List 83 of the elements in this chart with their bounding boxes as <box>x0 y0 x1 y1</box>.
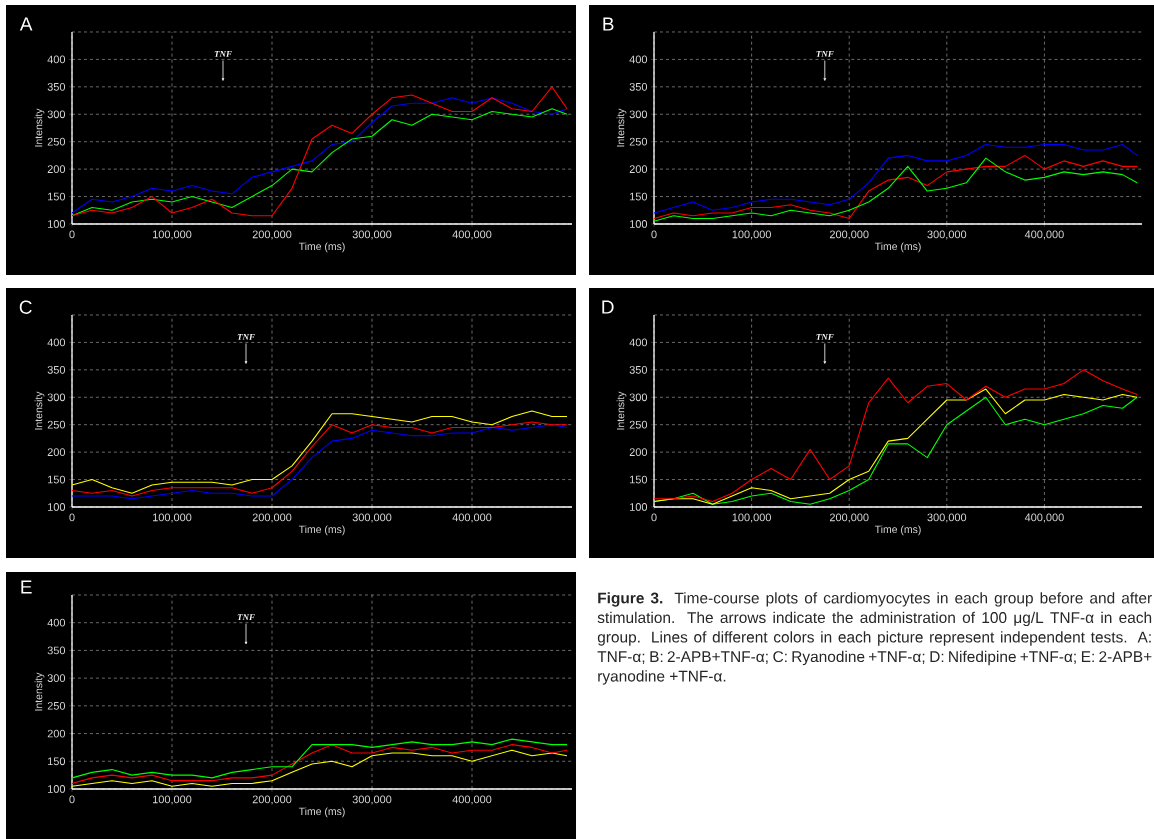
x-tick-label: 200,000 <box>252 513 292 523</box>
y-tick-label: 100 <box>630 503 648 511</box>
y-tick-label: 100 <box>48 503 66 511</box>
y-tick-label: 250 <box>47 137 66 146</box>
x-tick-label: 100,000 <box>153 230 192 240</box>
y-tick-label: 250 <box>629 420 648 429</box>
line-series <box>653 369 1138 503</box>
x-axis-title: Time (ms) <box>298 242 345 253</box>
y-tick-label: 150 <box>630 475 648 484</box>
x-tick-label: 0 <box>69 230 75 239</box>
annotation: TNF <box>214 50 232 57</box>
chart-title: C <box>19 300 32 314</box>
x-tick-label: 300,000 <box>927 230 967 240</box>
x-tick-label: 0 <box>651 513 657 522</box>
chart-title: D <box>602 300 614 314</box>
x-tick-label: 0 <box>69 513 75 522</box>
x-tick-label: 100,000 <box>153 795 192 805</box>
x-tick-label: 200,000 <box>252 795 292 805</box>
annotation: TNF <box>237 333 255 340</box>
x-tick-label: 0 <box>651 230 657 239</box>
x-tick-label: 300,000 <box>927 513 967 523</box>
y-tick-label: 400 <box>47 338 66 347</box>
y-tick-label: 200 <box>629 165 648 174</box>
annotation: TNF <box>816 50 834 57</box>
y-tick-label: 100 <box>630 220 648 228</box>
x-tick-label: 200,000 <box>252 230 292 240</box>
y-tick-label: 350 <box>47 365 66 374</box>
y-tick-label: 250 <box>47 701 66 710</box>
y-tick-label: 150 <box>48 192 66 201</box>
y-tick-label: 200 <box>47 165 66 174</box>
y-tick-label: 350 <box>629 365 648 374</box>
y-axis-title: Intensity <box>616 391 627 430</box>
y-tick-label: 300 <box>47 110 66 119</box>
x-tick-label: 200,000 <box>829 513 869 523</box>
y-tick-label: 350 <box>47 646 66 655</box>
text: Figure 3. Time-course plots of cardiomyocytes in each group before and after stimulation. The arrows indicate the administration of 100 μg/L TNF-α in each group. Lines of different colors in each picture represent independent tests. A: TNF-α; B: 2-APB+TNF-α; C: Ryanodine +TNF-α; D: Nifedipine +TNF-α; E: 2-APB+ ryanodine +TNF-α. <box>597 592 1152 685</box>
y-tick-label: 300 <box>47 393 66 402</box>
x-axis-title: Time (ms) <box>874 242 921 253</box>
y-tick-label: 200 <box>47 729 66 738</box>
x-tick-label: 200,000 <box>829 230 869 240</box>
annotation: TNF <box>816 333 834 340</box>
x-tick-label: 300,000 <box>352 795 392 805</box>
y-tick-label: 300 <box>47 674 66 683</box>
x-tick-label: 400,000 <box>452 230 492 240</box>
annotation: TNF <box>237 614 255 621</box>
x-tick-label: 400,000 <box>1024 230 1064 240</box>
x-tick-label: 400,000 <box>452 513 492 523</box>
line-series <box>653 143 1138 214</box>
chart-title: E <box>21 580 32 594</box>
y-tick-label: 150 <box>630 192 648 201</box>
x-tick-label: 100,000 <box>732 513 771 523</box>
x-tick-label: 400,000 <box>1024 513 1064 523</box>
y-tick-label: 150 <box>48 757 66 766</box>
y-axis-title: Intensity <box>34 391 45 430</box>
y-tick-label: 400 <box>629 338 648 347</box>
y-tick-label: 400 <box>629 55 648 64</box>
x-tick-label: 0 <box>69 795 75 804</box>
y-tick-label: 400 <box>47 618 66 627</box>
x-axis-title: Time (ms) <box>298 807 345 818</box>
y-tick-label: 200 <box>629 448 648 457</box>
y-tick-label: 100 <box>48 220 66 228</box>
x-tick-label: 100,000 <box>153 513 192 523</box>
y-tick-label: 400 <box>47 55 66 64</box>
x-tick-label: 300,000 <box>352 513 392 523</box>
y-tick-label: 200 <box>47 448 66 457</box>
y-axis-title: Intensity <box>34 672 45 711</box>
y-axis-title: Intensity <box>34 108 45 147</box>
y-tick-label: 100 <box>48 785 66 793</box>
y-tick-label: 250 <box>47 420 66 429</box>
chart-title: B <box>603 17 614 31</box>
y-tick-label: 350 <box>47 82 66 91</box>
y-tick-label: 350 <box>629 82 648 91</box>
x-tick-label: 300,000 <box>352 230 392 240</box>
x-axis-title: Time (ms) <box>298 525 345 536</box>
x-axis-title: Time (ms) <box>874 525 921 536</box>
y-tick-label: 250 <box>629 137 648 146</box>
x-tick-label: 400,000 <box>452 795 492 805</box>
chart-title: A <box>19 17 33 31</box>
y-tick-label: 150 <box>48 475 66 484</box>
y-tick-label: 300 <box>629 110 648 119</box>
x-tick-label: 100,000 <box>732 230 771 240</box>
y-axis-title: Intensity <box>616 108 627 147</box>
y-tick-label: 300 <box>629 393 648 402</box>
